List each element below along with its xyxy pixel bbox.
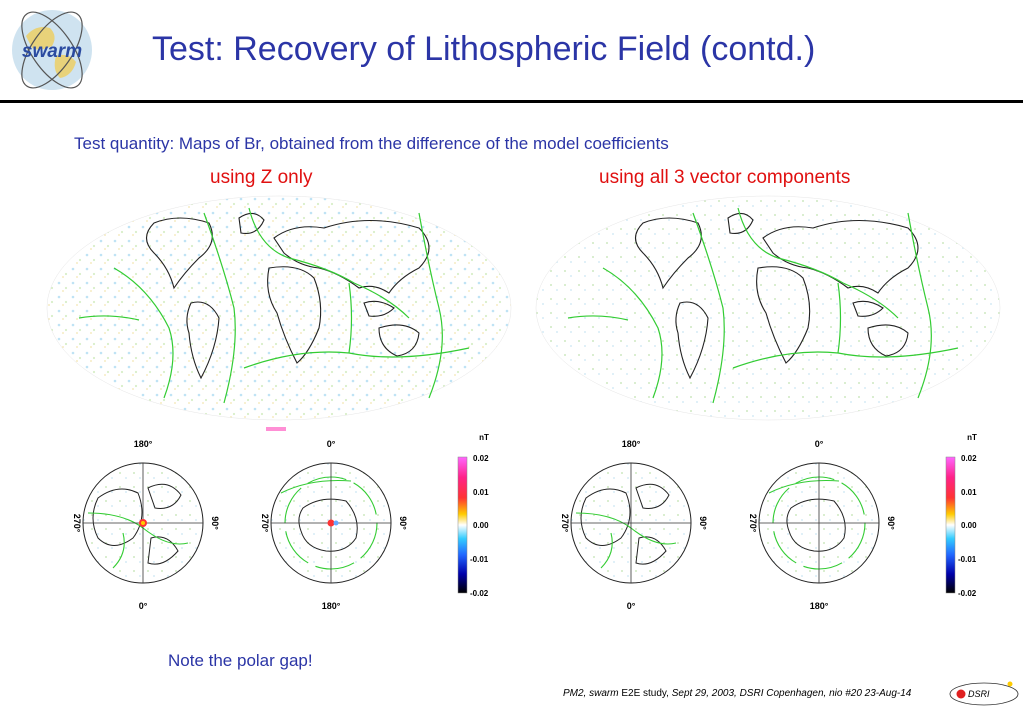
label-south-top-left: 0°: [327, 439, 336, 449]
label-north-top-right: 180°: [622, 439, 641, 449]
panel-right-label: using all 3 vector components: [599, 167, 851, 188]
colorbar-tick: -0.01: [958, 555, 977, 564]
label-north-bottom-left: 0°: [139, 601, 148, 611]
label-south-left-right: 270°: [748, 514, 758, 533]
colorbar-tick: 0.02: [473, 454, 489, 463]
colorbar-right: nT 0.02 0.01 0.00 -0.01 -0.02: [945, 433, 977, 598]
colorbar-tick: 0.01: [473, 488, 489, 497]
label-north-bottom-right: 0°: [627, 601, 636, 611]
colorbar-tick: 0.00: [961, 521, 977, 530]
logo-text: swarm: [22, 41, 82, 62]
polar-north-left: [82, 462, 204, 584]
colorbar-tick: -0.02: [958, 589, 977, 598]
colorbar-unit: nT: [967, 433, 977, 442]
maps-figure: 180° 0° 0° 180° 270° 90° 270° 90° 180° 0…: [46, 195, 1001, 611]
label-north-left-left: 270°: [72, 514, 82, 533]
label-south-top-right: 0°: [815, 439, 824, 449]
footer-middle: E2E study,: [618, 688, 672, 699]
footer-prefix: PM2, swarm: [563, 688, 619, 699]
footer-rest: Sept 29, 2003, DSRI Copenhagen, nio #20 …: [671, 688, 912, 699]
map-right-all-components: [535, 195, 1001, 421]
label-north-top-left: 180°: [134, 439, 153, 449]
slide-title: Test: Recovery of Lithospheric Field (co…: [152, 30, 816, 68]
colorbar-tick: 0.02: [961, 454, 977, 463]
label-north-right-right: 90°: [698, 516, 708, 530]
colorbar-left: nT 0.02 0.01 0.00 -0.01 -0.02: [457, 433, 489, 598]
swarm-logo: swarm: [12, 10, 92, 90]
label-north-right-left: 90°: [210, 516, 220, 530]
label-south-bottom-right: 180°: [810, 601, 829, 611]
slide-footer: PM2, swarm E2E study, Sept 29, 2003, DSR…: [563, 688, 911, 699]
label-north-left-right: 270°: [560, 514, 570, 533]
colorbar-tick: 0.00: [473, 521, 489, 530]
panel-left-label: using Z only: [210, 167, 313, 188]
label-south-left-left: 270°: [260, 514, 270, 533]
label-south-bottom-left: 180°: [322, 601, 341, 611]
colorbar-tick: -0.02: [470, 589, 489, 598]
dsri-logo: DSRI: [949, 681, 1019, 706]
title-divider: [0, 100, 1023, 103]
polar-south-left: [270, 462, 392, 584]
map-left-z-only: [46, 195, 512, 431]
colorbar-tick: 0.01: [961, 488, 977, 497]
slide-subtitle: Test quantity: Maps of Br, obtained from…: [74, 134, 669, 153]
polar-north-right: [570, 462, 692, 584]
colorbar-unit: nT: [479, 433, 489, 442]
polar-gap-note: Note the polar gap!: [168, 651, 313, 670]
colorbar-tick: -0.01: [470, 555, 489, 564]
polar-south-right: [758, 462, 880, 584]
dsri-logo-text: DSRI: [968, 689, 990, 699]
label-south-right-right: 90°: [886, 516, 896, 530]
label-south-right-left: 90°: [398, 516, 408, 530]
